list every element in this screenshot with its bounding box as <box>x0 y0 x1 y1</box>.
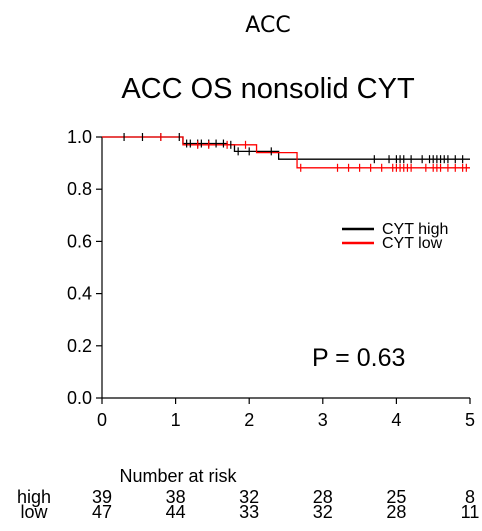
risk-count: 47 <box>92 502 112 522</box>
risk-count: 32 <box>239 487 259 507</box>
figure-supertitle: ACC <box>245 13 290 38</box>
risk-count: 28 <box>386 502 406 522</box>
chart-title: ACC OS nonsolid CYT <box>121 73 415 105</box>
series-line-high <box>102 136 470 160</box>
risk-count: 39 <box>92 487 112 507</box>
risk-count: 11 <box>461 502 480 522</box>
risk-count: 33 <box>239 502 259 522</box>
y-tick-label: 0.0 <box>67 388 92 408</box>
plot-axes: 0.0 0.2 0.4 0.6 0.8 1.0 0 1 2 3 4 5 <box>67 127 475 430</box>
risk-count: 25 <box>386 487 406 507</box>
x-tick-label: 5 <box>465 410 475 430</box>
risk-table-title: Number at risk <box>119 466 237 486</box>
series-line-low <box>102 136 470 169</box>
risk-count: 28 <box>313 487 333 507</box>
legend-label: CYT high <box>382 221 448 238</box>
y-tick-label: 0.2 <box>67 336 92 356</box>
x-tick-label: 3 <box>318 410 328 430</box>
risk-count: 38 <box>166 487 186 507</box>
risk-count: 8 <box>465 487 475 507</box>
risk-row-label: low <box>20 502 48 522</box>
x-tick-label: 4 <box>391 410 401 430</box>
y-tick-label: 0.4 <box>67 284 92 304</box>
censor-marks <box>123 133 467 172</box>
x-tick-label: 0 <box>97 410 107 430</box>
axis-frame <box>101 137 470 399</box>
risk-count: 32 <box>313 502 333 522</box>
legend-label: CYT low <box>382 235 443 252</box>
x-tick-label: 2 <box>244 410 254 430</box>
y-tick-label: 1.0 <box>67 127 92 147</box>
y-tick-label: 0.6 <box>67 231 92 251</box>
risk-count: 44 <box>166 502 186 522</box>
y-tick-label: 0.8 <box>67 179 92 199</box>
p-value-label: P = 0.63 <box>312 344 405 372</box>
risk-row-label: high <box>17 487 51 507</box>
x-tick-label: 1 <box>171 410 181 430</box>
survival-curves <box>102 136 470 169</box>
